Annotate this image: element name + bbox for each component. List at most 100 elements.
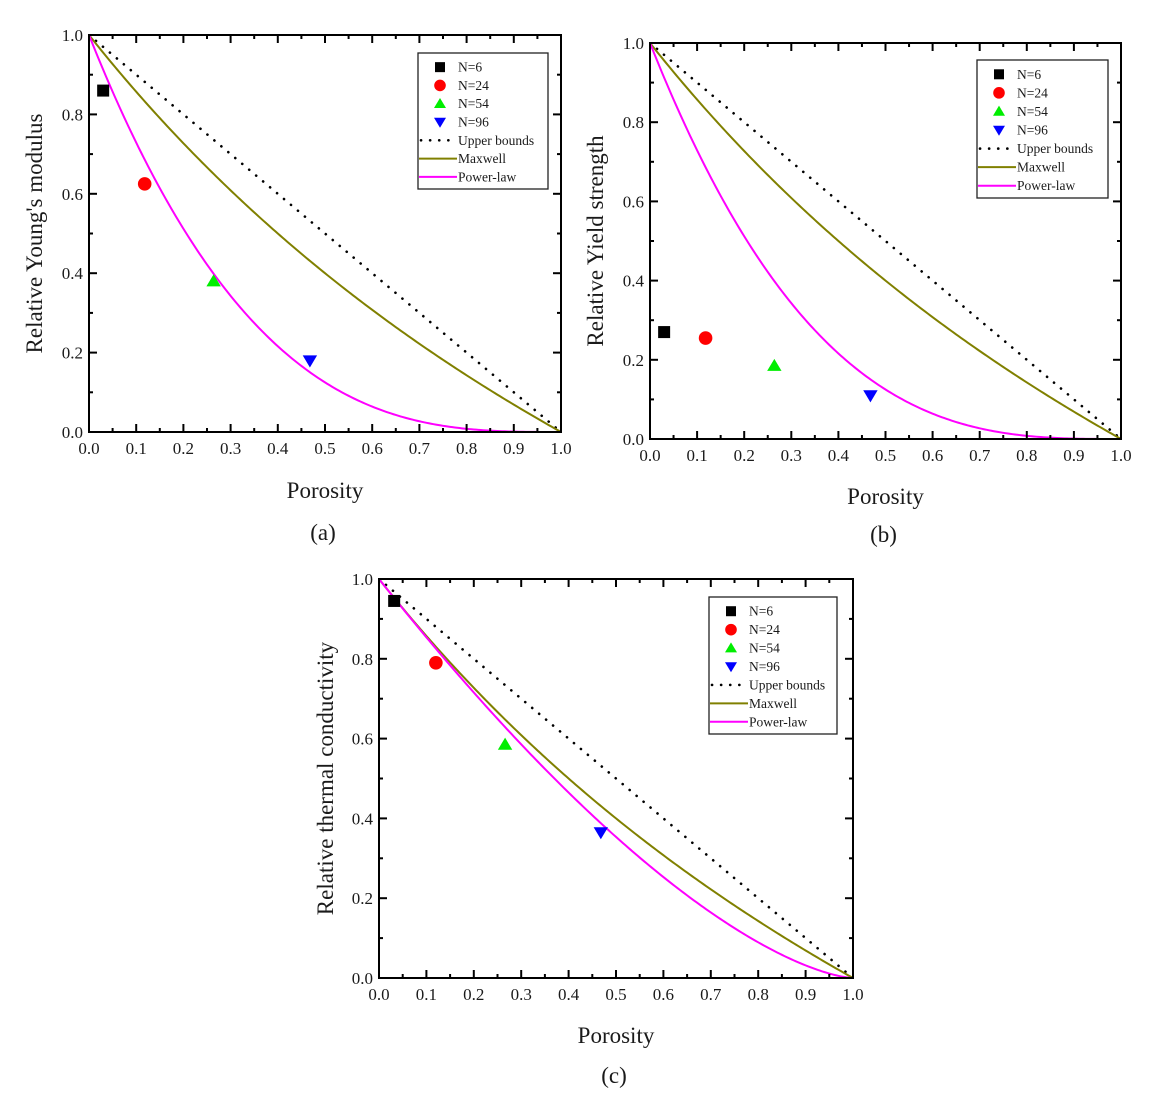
x-tick-label: 0.3 <box>511 985 532 1004</box>
legend-symbol <box>725 642 737 653</box>
legend-label: N=96 <box>1017 123 1048 138</box>
legend-item-n-6: N=6 <box>435 60 482 75</box>
legend-symbol <box>434 79 446 92</box>
x-tick-label: 0.5 <box>314 439 335 458</box>
legend-label: N=54 <box>1017 104 1048 119</box>
chart-panel-b: 0.0 0.1 0.2 0.3 0.4 0.5 0.6 0.7 0.8 0.9 1.0 0.0 0.2 0… <box>583 34 1132 547</box>
legend-symbol <box>994 69 1004 80</box>
series-line-power-law <box>89 35 561 432</box>
data-point-n-54 <box>206 274 221 287</box>
ticks <box>378 578 854 979</box>
data-point-n-54 <box>767 358 782 371</box>
legend-item-n-24: N=24 <box>725 622 780 637</box>
y-axis-title: Relative Yield strength <box>583 135 608 347</box>
series-line-power-law <box>379 579 853 978</box>
legend-item-n-54: N=54 <box>434 96 489 111</box>
x-tick-label: 0.9 <box>795 985 816 1004</box>
x-axis-title: Porosity <box>847 484 924 509</box>
y-tick-label: 0.0 <box>352 969 373 988</box>
x-axis-title: Porosity <box>578 1023 655 1048</box>
x-tick-label: 0.9 <box>503 439 524 458</box>
legend-item-n-96: N=96 <box>993 123 1048 138</box>
data-point-n-6 <box>388 594 401 607</box>
legend-label: Maxwell <box>1017 160 1065 175</box>
data-point-n-54 <box>497 737 513 750</box>
legend-item-power-law: Power-law <box>710 714 807 729</box>
y-tick-label: 1.0 <box>352 570 373 589</box>
legend-item-n-24: N=24 <box>993 85 1048 100</box>
legend-label: N=54 <box>749 641 780 656</box>
x-tick-label: 0.0 <box>368 985 389 1004</box>
legend-item-n-96: N=96 <box>434 115 489 130</box>
legend-label: N=96 <box>458 115 489 130</box>
x-tick-label: 1.0 <box>550 439 571 458</box>
legend-label: Upper bounds <box>749 677 825 692</box>
y-tick-label: 0.4 <box>62 264 84 283</box>
legend-label: N=6 <box>458 60 482 75</box>
y-tick-label: 1.0 <box>62 26 83 45</box>
y-tick-label: 1.0 <box>623 34 644 53</box>
x-tick-label: 0.1 <box>416 985 437 1004</box>
series-line-maxwell <box>89 35 561 432</box>
legend-label: Power-law <box>749 714 807 729</box>
x-tick-label: 0.5 <box>605 985 626 1004</box>
x-tick-label: 0.3 <box>781 446 802 465</box>
x-tick-label: 0.2 <box>173 439 194 458</box>
y-tick-label: 0.2 <box>352 889 373 908</box>
panel-label: (c) <box>601 1063 627 1088</box>
legend-label: N=24 <box>749 622 780 637</box>
legend-item-upper-bounds: Upper bounds <box>710 677 825 692</box>
legend: N=6 N=24 N=54 N=96 Upper bounds Maxwell Power-… <box>708 596 838 735</box>
x-tick-label: 0.6 <box>362 439 383 458</box>
x-tick-label: 0.4 <box>828 446 850 465</box>
series-line-maxwell <box>379 579 853 978</box>
series-line-upper-bounds <box>89 35 561 432</box>
x-tick-label: 0.8 <box>1016 446 1037 465</box>
series-line-power-law <box>650 43 1121 439</box>
legend-label: N=96 <box>749 659 780 674</box>
x-tick-label: 0.6 <box>922 446 943 465</box>
x-tick-label: 0.0 <box>639 446 660 465</box>
legend-item-upper-bounds: Upper bounds <box>978 141 1093 156</box>
legend-item-upper-bounds: Upper bounds <box>419 133 534 148</box>
legend-item-n-54: N=54 <box>725 641 780 656</box>
y-tick-label: 0.8 <box>352 650 373 669</box>
legend: N=6 N=24 N=54 N=96 Upper bounds Maxwell Power-… <box>976 59 1109 199</box>
legend-label: N=6 <box>749 604 773 619</box>
x-tick-label: 1.0 <box>842 985 863 1004</box>
legend-label: Power-law <box>458 169 516 184</box>
data-point-n-96 <box>302 355 318 368</box>
legend-label: N=54 <box>458 96 489 111</box>
legend-item-n-24: N=24 <box>434 78 489 93</box>
series-line-upper-bounds <box>379 579 853 978</box>
x-tick-label: 0.0 <box>78 439 99 458</box>
legend-item-n-6: N=6 <box>726 604 773 619</box>
legend-item-maxwell: Maxwell <box>978 160 1065 175</box>
y-tick-label: 0.6 <box>62 185 83 204</box>
curves <box>379 579 853 978</box>
legend-label: N=6 <box>1017 67 1041 82</box>
curves <box>650 43 1121 439</box>
data-point-n-6 <box>97 84 110 97</box>
y-axis-title: Relative Young's modulus <box>22 113 47 353</box>
legend-item-power-law: Power-law <box>419 169 516 184</box>
x-tick-label: 0.4 <box>558 985 580 1004</box>
legend-item-power-law: Power-law <box>978 178 1075 193</box>
y-tick-label: 0.0 <box>623 430 644 449</box>
x-tick-label: 0.6 <box>653 985 674 1004</box>
ticks <box>88 34 562 433</box>
curves <box>89 35 561 432</box>
x-tick-label: 0.2 <box>734 446 755 465</box>
legend-item-n-54: N=54 <box>993 104 1048 119</box>
y-tick-label: 0.6 <box>352 730 373 749</box>
legend-item-n-6: N=6 <box>994 67 1041 82</box>
legend-symbol <box>993 125 1005 136</box>
legend-item-maxwell: Maxwell <box>710 696 797 711</box>
x-tick-label: 0.7 <box>969 446 991 465</box>
x-tick-label: 0.7 <box>700 985 722 1004</box>
legend-label: Upper bounds <box>458 133 534 148</box>
x-tick-label: 0.8 <box>748 985 769 1004</box>
panel-label: (b) <box>870 522 897 547</box>
x-tick-label: 0.9 <box>1063 446 1084 465</box>
